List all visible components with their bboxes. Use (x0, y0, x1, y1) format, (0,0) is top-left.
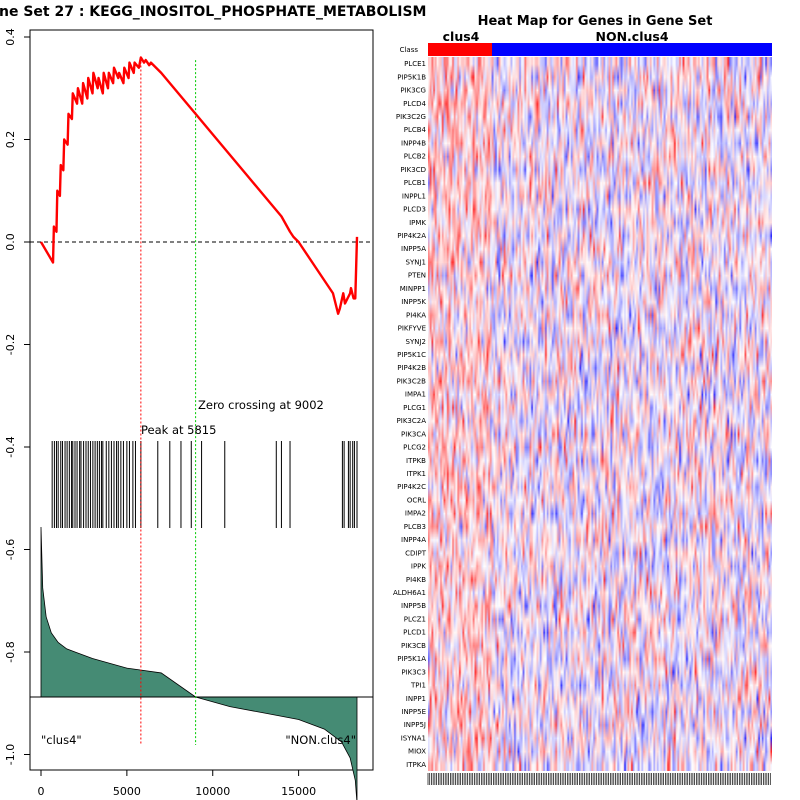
heatmap-title: Heat Map for Genes in Gene Set (477, 14, 713, 29)
gene-label: PLCB3 (404, 523, 426, 531)
gene-label: ITPKA (406, 761, 426, 769)
gene-label: IPMK (409, 219, 426, 227)
heatmap-panel: clus4 NON.clus4 Class PLCE1 PIP5K1B PIK3CG… (393, 29, 772, 785)
gene-label: PIP4K2B (397, 364, 426, 372)
gene-label: PIK3C2A (397, 417, 427, 425)
x-tick-label: 0 (38, 785, 45, 798)
gene-labels: PLCE1 PIP5K1B PIK3CG PLCD4 PIK3C2G PLCB4 INPP4… (393, 60, 427, 769)
gene-label: IMPA1 (405, 391, 426, 399)
gene-label: SYNJ1 (406, 258, 426, 266)
y-tick-label: 0.2 (4, 131, 17, 149)
gene-label: PIK3CA (401, 430, 426, 438)
gene-label: INPP5B (401, 602, 426, 610)
gene-label: PIK3C3 (401, 668, 426, 676)
gene-label: INPP5J (404, 721, 426, 729)
gene-label: PIP5K1B (397, 73, 426, 81)
gene-label: ALDH6A1 (393, 589, 426, 597)
gene-label: PI4KA (406, 311, 426, 319)
gene-label: PI4KB (406, 576, 426, 584)
gene-label: PLCD1 (403, 629, 426, 637)
gene-label: PLCD3 (403, 206, 426, 214)
y-tick-label: -0.8 (4, 641, 17, 662)
gene-label: PIK3CG (400, 87, 426, 95)
reference-lines (30, 57, 373, 745)
gene-label: INPP4B (401, 139, 426, 147)
gene-label: MINPP1 (400, 285, 426, 293)
class-label-right: "NON.clus4" (285, 733, 356, 747)
x-tick-label: 5000 (113, 785, 141, 798)
gene-label: ISYNA1 (401, 734, 426, 742)
y-tick-label: -1.0 (4, 744, 17, 765)
gene-label: MIOX (408, 748, 426, 756)
gene-label: TPI1 (410, 682, 426, 690)
gene-label: INPP5K (401, 298, 426, 306)
class-bar-2 (492, 43, 772, 56)
y-tick-label: -0.2 (4, 334, 17, 355)
gene-label: PIP5K1C (397, 351, 426, 359)
heatmap-cells (428, 57, 772, 771)
gene-label: PLCE1 (404, 60, 426, 68)
gene-label: INPPL1 (402, 192, 426, 200)
gene-label: PLCG1 (403, 404, 426, 412)
gene-label: PIP4K2C (397, 483, 426, 491)
es-line (39, 56, 359, 315)
enrichment-plot: 0 5000 10000 15000 0.4 0.2 0.0 -0.2 -0.4 -0.6 -0.8… (4, 28, 374, 800)
gene-label: PIP4K2A (397, 232, 426, 240)
gene-label: ITPK1 (406, 470, 426, 478)
gene-label: OCRL (407, 496, 426, 504)
class-row-label: Class (400, 46, 419, 54)
gene-label: INPP4A (401, 536, 426, 544)
class-label-1: clus4 (443, 29, 480, 44)
zero-crossing-label: Zero crossing at 9002 (198, 398, 324, 412)
x-tick-label: 10000 (195, 785, 230, 798)
gene-label: INPP5A (401, 245, 426, 253)
left-chart-title: Gene Set 27 : KEGG_INOSITOL_PHOSPHATE_ME… (0, 4, 427, 20)
gene-label: IPPK (411, 563, 427, 571)
class-label-2: NON.clus4 (595, 29, 668, 44)
gene-label: INPP5E (401, 708, 426, 716)
axis-ticks: 0 5000 10000 15000 0.4 0.2 0.0 -0.2 -0.4 -0.6 -0.8… (4, 28, 316, 798)
enrichment-score-curve (39, 56, 359, 315)
gene-label: PLCB4 (404, 126, 427, 134)
gene-label: PTEN (408, 272, 426, 280)
gene-label: PIP5K1A (397, 655, 426, 663)
gene-label: PLCB2 (404, 153, 426, 161)
plot-frame (29, 29, 374, 771)
gene-label: PLCZ1 (404, 615, 426, 623)
sample-labels (427, 773, 771, 785)
gene-label: PIK3C2G (396, 113, 426, 121)
y-tick-label: 0.4 (4, 28, 17, 46)
class-bar-1 (428, 43, 492, 56)
ranked-metric-area (30, 526, 373, 800)
class-label-left: "clus4" (41, 733, 82, 747)
gene-label: SYNJ2 (406, 338, 426, 346)
gene-label: ITPKB (406, 457, 426, 465)
gene-label: PLCD4 (403, 100, 426, 108)
ranked-metric-fill (40, 526, 358, 800)
gene-label: CDIPT (405, 549, 427, 557)
peak-label: Peak at 5815 (141, 423, 216, 437)
gene-label: PIKFYVE (398, 325, 426, 333)
gene-label: IMPA2 (405, 510, 426, 518)
gene-label: PIK3CD (400, 166, 426, 174)
gene-label: PLCG2 (403, 444, 426, 452)
y-tick-label: 0.0 (4, 233, 17, 251)
x-tick-label: 15000 (281, 785, 316, 798)
y-tick-label: -0.4 (4, 436, 17, 457)
gene-label: PLCB1 (404, 179, 426, 187)
y-tick-label: -0.6 (4, 539, 17, 560)
gene-label: PIK3CB (401, 642, 426, 650)
hit-bars (51, 441, 358, 528)
gene-label: INPP1 (406, 695, 426, 703)
gene-label: PIK3C2B (397, 377, 427, 385)
